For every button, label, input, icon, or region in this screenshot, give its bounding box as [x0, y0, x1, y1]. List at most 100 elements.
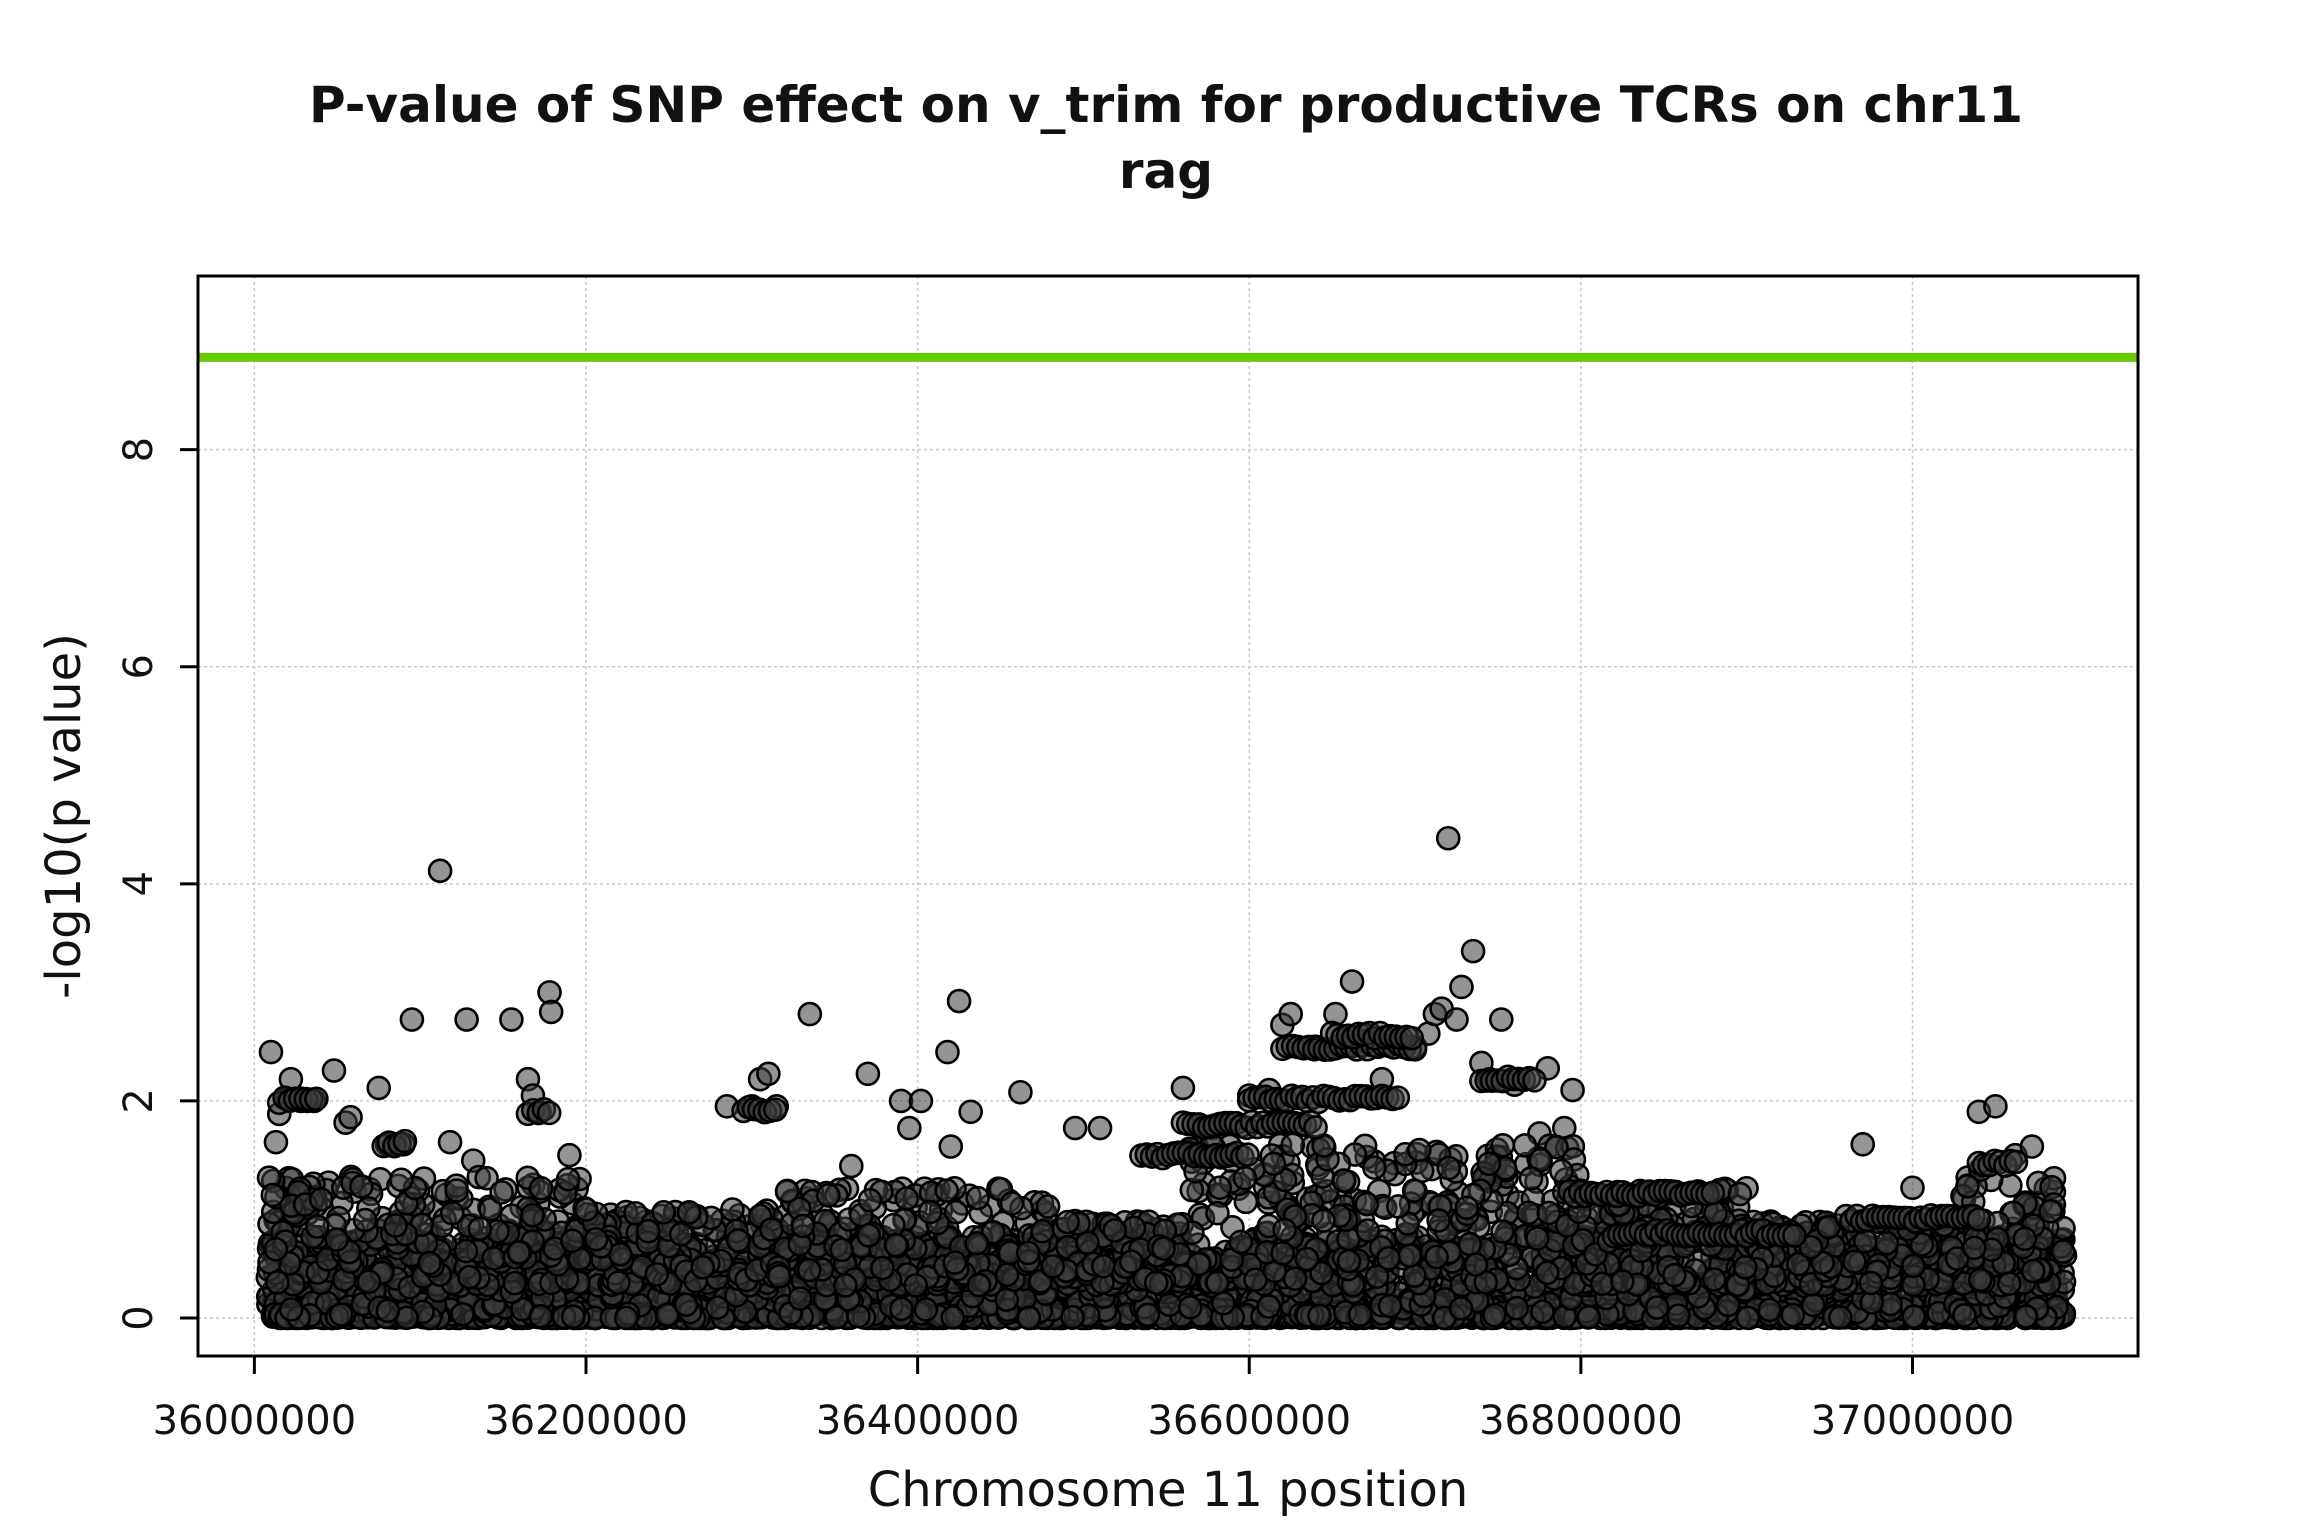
- snp-point: [797, 1001, 823, 1027]
- snp-point: [1525, 1226, 1550, 1251]
- snp-point: [573, 1197, 599, 1222]
- snp-point: [399, 1007, 425, 1032]
- snp-point: [870, 1255, 895, 1281]
- snp-point: [388, 1167, 414, 1193]
- snp-point: [555, 1166, 581, 1192]
- snp-point: [1256, 1294, 1281, 1319]
- snp-point: [1035, 1194, 1061, 1219]
- snp-point: [1303, 1115, 1328, 1140]
- snp-point: [450, 1301, 475, 1327]
- snp-point: [1666, 1303, 1691, 1328]
- snp-point: [502, 1270, 528, 1296]
- snp-point: [1732, 1255, 1758, 1280]
- snp-point: [557, 1142, 582, 1168]
- snp-point: [999, 1191, 1025, 1216]
- snp-point: [1347, 1302, 1373, 1327]
- snp-point: [528, 1304, 553, 1329]
- snp-point: [1424, 1244, 1449, 1270]
- snp-point: [439, 1200, 465, 1226]
- snp-point: [965, 1185, 990, 1211]
- snp-point: [481, 1246, 506, 1271]
- snp-point: [2050, 1239, 2076, 1264]
- snp-point: [606, 1270, 631, 1295]
- snp-point: [1700, 1180, 1726, 1206]
- snp-point: [889, 1296, 914, 1322]
- snp-point: [1170, 1075, 1196, 1101]
- snp-point: [1488, 1007, 1514, 1032]
- snp-point: [1385, 1194, 1411, 1219]
- snp-point: [467, 1216, 493, 1241]
- snp-point: [1874, 1230, 1900, 1256]
- snp-point: [1535, 1260, 1560, 1286]
- snp-point: [1157, 1292, 1182, 1318]
- snp-point: [1282, 1266, 1308, 1292]
- snp-point: [263, 1129, 289, 1155]
- snp-point: [1983, 1094, 2008, 1119]
- snp-point: [1331, 1168, 1357, 1193]
- snp-point: [856, 1222, 881, 1248]
- snp-point: [1490, 1219, 1515, 1244]
- snp-point: [1490, 1132, 1516, 1158]
- snp-point: [1952, 1303, 1977, 1328]
- snp-point: [1177, 1295, 1203, 1320]
- snp-point: [613, 1305, 639, 1331]
- snp-point: [1040, 1254, 1065, 1279]
- snp-point: [536, 1100, 562, 1126]
- snp-point: [1261, 1151, 1287, 1177]
- snp-point: [1454, 1195, 1480, 1221]
- snp-point: [1426, 1208, 1451, 1233]
- snp-point: [857, 1187, 883, 1213]
- snp-point: [2020, 1258, 2046, 1284]
- snp-point: [1516, 1200, 1541, 1226]
- snp-point: [964, 1231, 990, 1256]
- snp-point: [644, 1262, 670, 1287]
- snp-point: [1205, 1200, 1230, 1226]
- snp-point: [265, 1270, 290, 1295]
- snp-point: [934, 1178, 960, 1203]
- snp-point: [833, 1273, 858, 1298]
- snp-point: [499, 1007, 524, 1032]
- snp-point: [720, 1197, 745, 1222]
- snp-point: [1339, 969, 1365, 994]
- snp-point: [935, 1039, 960, 1065]
- snp-point: [1087, 1115, 1113, 1141]
- snp-point: [787, 1286, 813, 1311]
- snp-point: [427, 858, 453, 884]
- snp-point: [2038, 1199, 2063, 1224]
- snp-point: [1522, 1068, 1547, 1093]
- snp-point: [328, 1302, 354, 1327]
- snp-point: [1143, 1270, 1169, 1295]
- snp-point: [1955, 1173, 1980, 1199]
- snp-point: [1504, 1295, 1530, 1321]
- snp-point: [1060, 1304, 1085, 1330]
- snp-points: [255, 825, 2078, 1331]
- snp-point: [1482, 1302, 1507, 1328]
- snp-point: [349, 1174, 374, 1199]
- snp-point: [966, 1272, 992, 1298]
- snp-point: [304, 1214, 330, 1239]
- snp-point: [1460, 938, 1486, 964]
- snp-point: [324, 1227, 349, 1252]
- snp-point: [583, 1226, 609, 1252]
- snp-point: [1536, 1200, 1562, 1226]
- snp-point: [489, 1180, 514, 1205]
- snp-point: [308, 1187, 334, 1212]
- snp-point: [1377, 1293, 1403, 1319]
- snp-point: [1091, 1253, 1116, 1279]
- snp-point: [1610, 1269, 1635, 1294]
- snp-point: [1151, 1236, 1176, 1261]
- snp-point: [454, 1007, 479, 1032]
- snp-point: [2012, 1226, 2038, 1252]
- snp-point: [1961, 1235, 1987, 1261]
- snp-point: [1576, 1304, 1602, 1330]
- snp-point: [1272, 1217, 1297, 1243]
- snp-point: [1376, 1245, 1401, 1271]
- snp-point: [392, 1128, 418, 1154]
- snp-point: [444, 1178, 469, 1203]
- snp-point: [1476, 1151, 1502, 1177]
- snp-point: [816, 1183, 841, 1208]
- snp-point: [651, 1199, 677, 1225]
- snp-point: [1518, 1166, 1544, 1191]
- snp-point: [1858, 1270, 1884, 1296]
- snp-point: [1135, 1302, 1161, 1327]
